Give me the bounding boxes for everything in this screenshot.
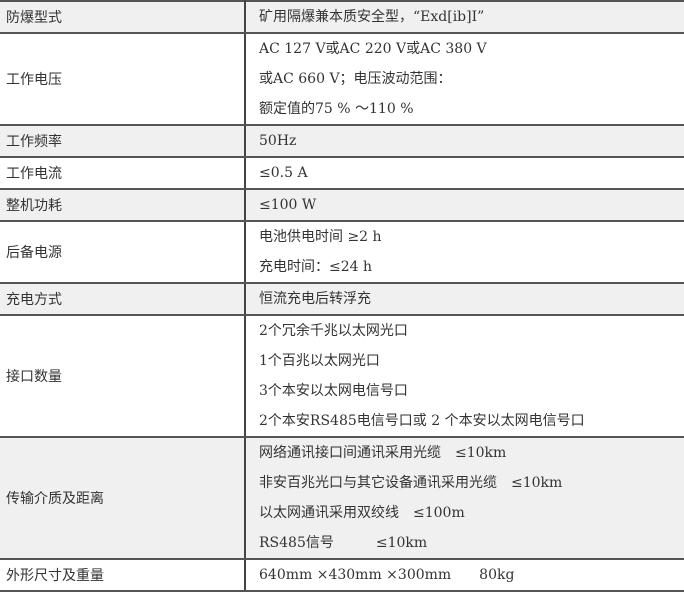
table-row: 外形尺寸及重量 640mm ×430mm ×300mm 80kg bbox=[0, 558, 684, 592]
row-label: 传输介质及距离 bbox=[0, 436, 246, 560]
value-line: 非安百兆光口与其它设备通讯采用光缆 ≤10km bbox=[259, 475, 563, 491]
row-value: 2个冗余千兆以太网光口 1个百兆以太网光口 3个本安以太网电信号口 2个本安RS485… bbox=[245, 314, 684, 438]
value-line: RS485信号 ≤10km bbox=[259, 535, 428, 551]
row-value: 矿用隔爆兼本质安全型，“Exd[ib]I” bbox=[245, 0, 684, 34]
value-line: 640mm ×430mm ×300mm 80kg bbox=[259, 567, 515, 583]
value-line: ≤100 W bbox=[259, 197, 317, 213]
value-line: 2个本安RS485电信号口或 2 个本安以太网电信号口 bbox=[259, 413, 585, 429]
value-line: ≤0.5 A bbox=[259, 165, 308, 181]
value-line: 恒流充电后转浮充 bbox=[259, 291, 371, 307]
row-label: 防爆型式 bbox=[0, 0, 246, 34]
row-label: 工作频率 bbox=[0, 124, 246, 158]
value-line: 或AC 660 V；电压波动范围： bbox=[259, 71, 452, 87]
table-row: 工作电压 AC 127 V或AC 220 V或AC 380 V 或AC 660 V；… bbox=[0, 32, 684, 126]
table-row: 传输介质及距离 网络通讯接口间通讯采用光缆 ≤10km 非安百兆光口与其它设备通讯采… bbox=[0, 436, 684, 560]
row-value: 640mm ×430mm ×300mm 80kg bbox=[245, 558, 684, 592]
table-row: 防爆型式 矿用隔爆兼本质安全型，“Exd[ib]I” bbox=[0, 0, 684, 34]
row-label: 充电方式 bbox=[0, 282, 246, 316]
table-row: 工作频率 50Hz bbox=[0, 124, 684, 158]
value-line: 额定值的75 % ～110 % bbox=[259, 101, 414, 117]
value-line: 3个本安以太网电信号口 bbox=[259, 383, 408, 399]
value-line: 2个冗余千兆以太网光口 bbox=[259, 323, 408, 339]
value-line: AC 127 V或AC 220 V或AC 380 V bbox=[259, 41, 487, 57]
value-line: 矿用隔爆兼本质安全型，“Exd[ib]I” bbox=[259, 9, 485, 25]
row-label: 后备电源 bbox=[0, 220, 246, 284]
table-row: 充电方式 恒流充电后转浮充 bbox=[0, 282, 684, 316]
row-value: 电池供电时间 ≥2 h 充电时间：≤24 h bbox=[245, 220, 684, 284]
row-value: 恒流充电后转浮充 bbox=[245, 282, 684, 316]
table-row: 工作电流 ≤0.5 A bbox=[0, 156, 684, 190]
row-value: ≤100 W bbox=[245, 188, 684, 222]
value-line: 1个百兆以太网光口 bbox=[259, 353, 380, 369]
row-value: ≤0.5 A bbox=[245, 156, 684, 190]
value-line: 充电时间：≤24 h bbox=[259, 259, 373, 275]
value-line: 电池供电时间 ≥2 h bbox=[259, 229, 382, 245]
row-label: 接口数量 bbox=[0, 314, 246, 438]
row-value: 网络通讯接口间通讯采用光缆 ≤10km 非安百兆光口与其它设备通讯采用光缆 ≤10… bbox=[245, 436, 684, 560]
table-row: 接口数量 2个冗余千兆以太网光口 1个百兆以太网光口 3个本安以太网电信号口 2个本安R… bbox=[0, 314, 684, 438]
value-line: 网络通讯接口间通讯采用光缆 ≤10km bbox=[259, 445, 507, 461]
row-label: 外形尺寸及重量 bbox=[0, 558, 246, 592]
row-label: 工作电流 bbox=[0, 156, 246, 190]
row-value: AC 127 V或AC 220 V或AC 380 V 或AC 660 V；电压波动… bbox=[245, 32, 684, 126]
value-line: 以太网通讯采用双绞线 ≤100m bbox=[259, 505, 465, 521]
table-row: 整机功耗 ≤100 W bbox=[0, 188, 684, 222]
table-row: 后备电源 电池供电时间 ≥2 h 充电时间：≤24 h bbox=[0, 220, 684, 284]
row-label: 工作电压 bbox=[0, 32, 246, 126]
row-label: 整机功耗 bbox=[0, 188, 246, 222]
value-line: 50Hz bbox=[259, 133, 297, 149]
row-value: 50Hz bbox=[245, 124, 684, 158]
